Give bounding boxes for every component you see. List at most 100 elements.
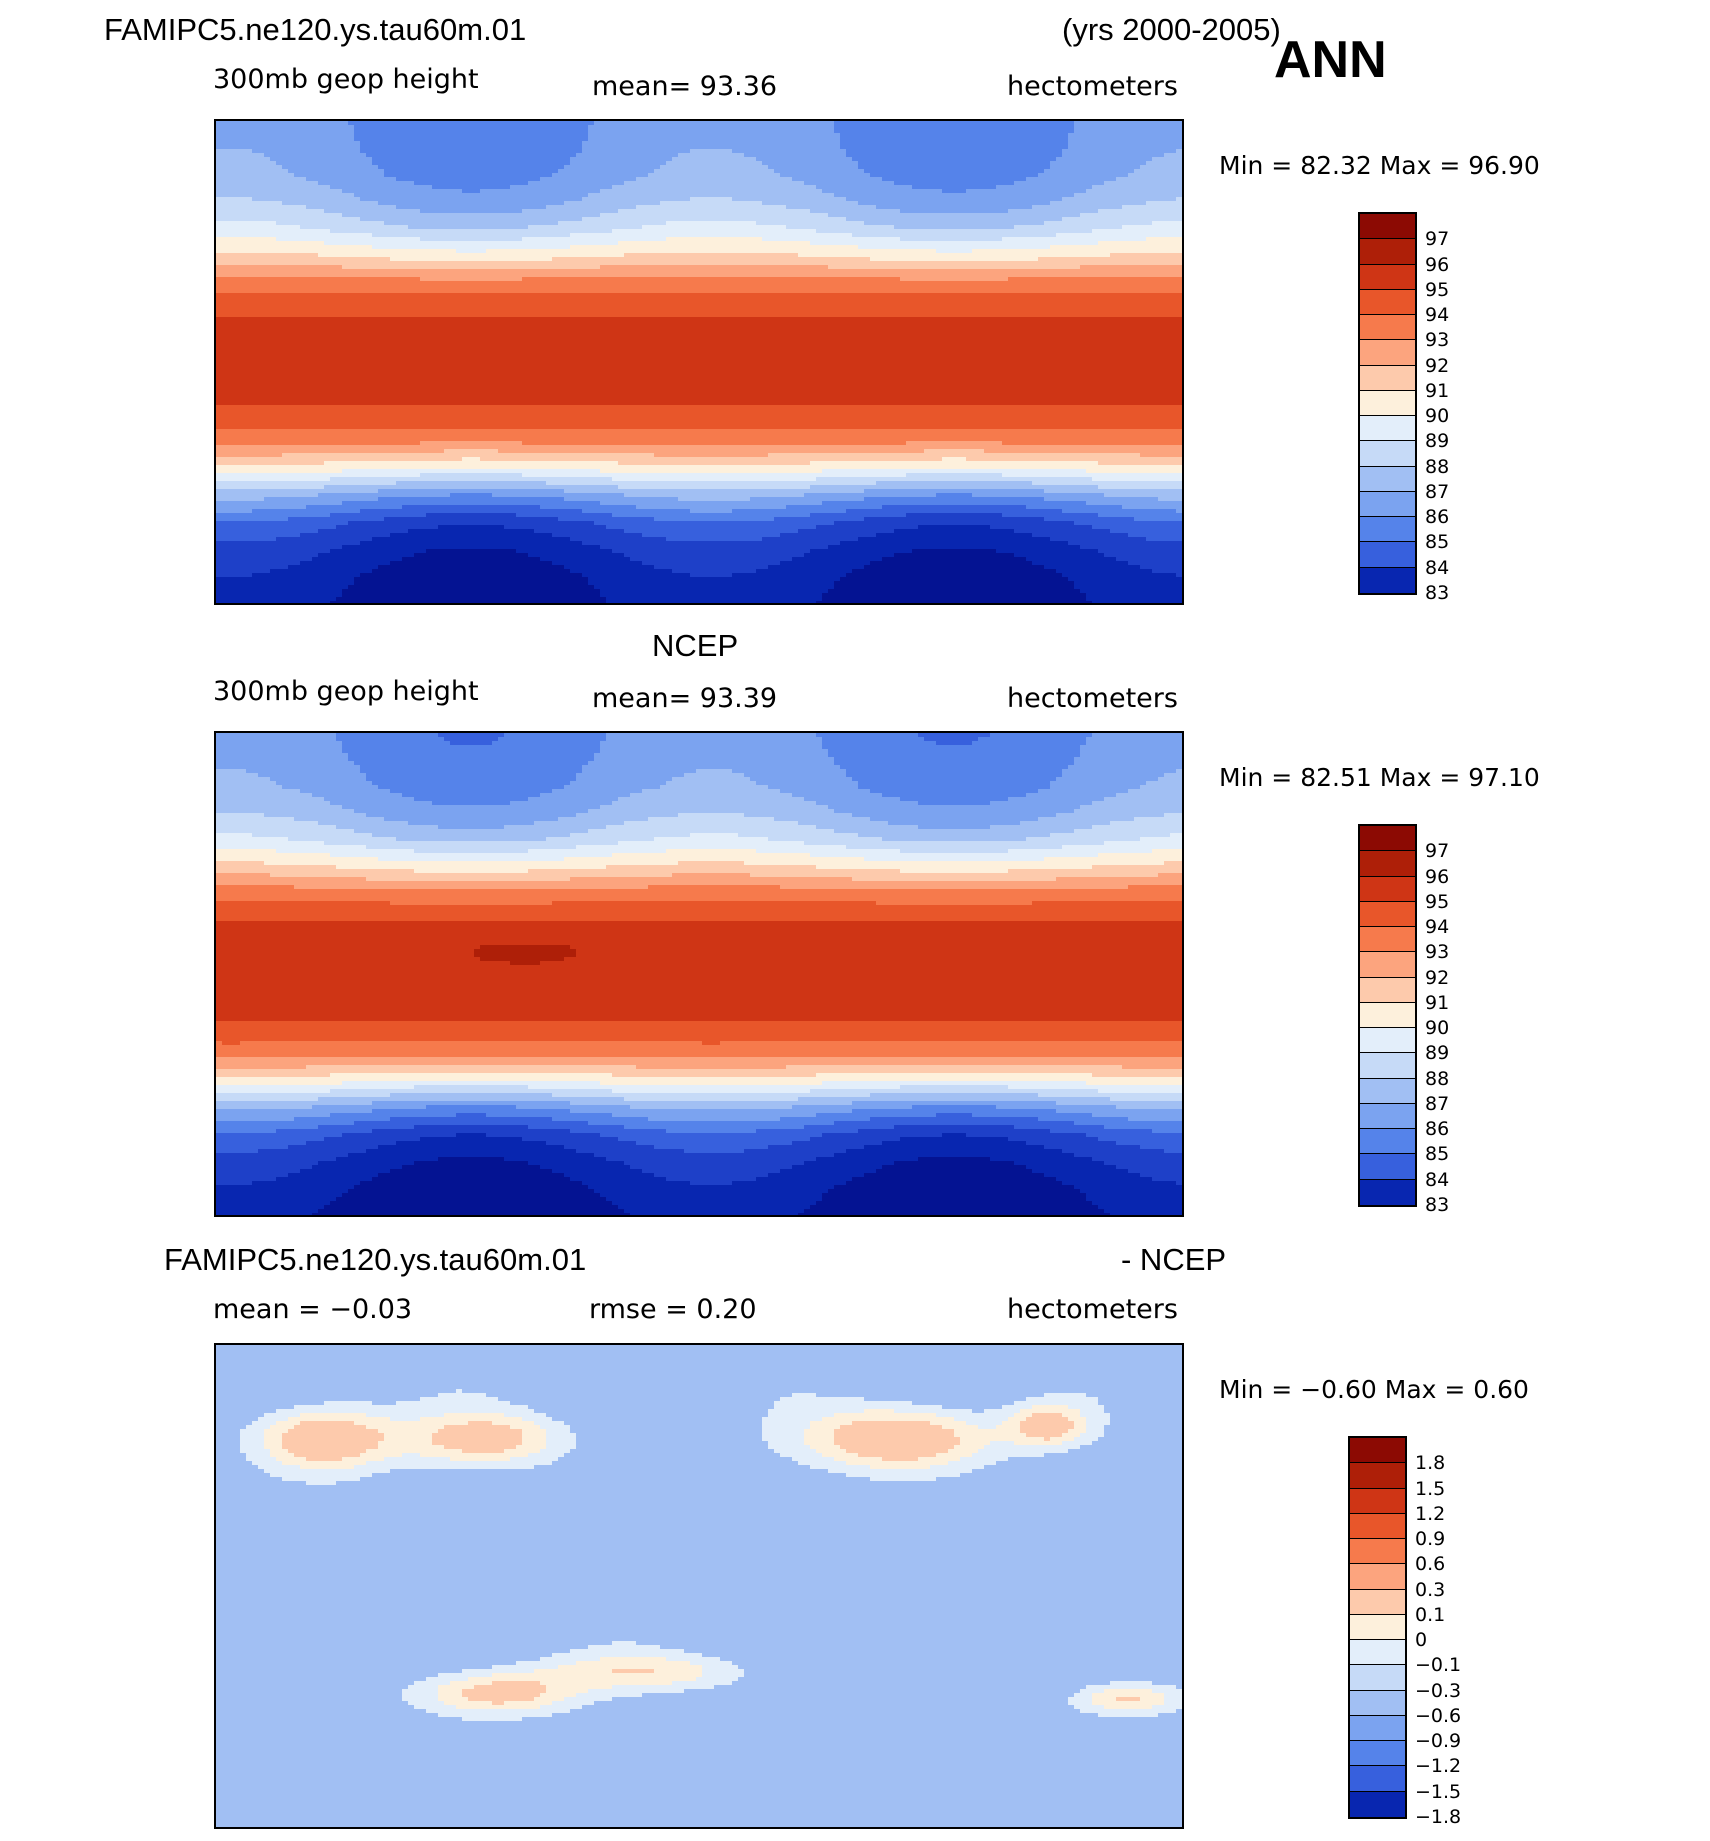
colorbar-tick-label: 0.1 [1415,1605,1445,1625]
colorbar-tick-label: 89 [1425,1043,1449,1063]
colorbar-tick-label: 1.8 [1415,1453,1445,1473]
panel3-minmax: Min = −0.60 Max = 0.60 [1219,1375,1529,1404]
colorbar-swatch [1350,1741,1405,1766]
colorbar-swatch [1360,1053,1415,1078]
panel3-mean-label: mean = −0.03 [213,1294,412,1325]
colorbar-swatch [1350,1463,1405,1488]
years-label: (yrs 2000-2005) [1062,12,1281,48]
colorbar-tick-label: 96 [1425,867,1449,887]
colorbar-swatch [1350,1514,1405,1539]
colorbar-tick-label: 88 [1425,1069,1449,1089]
colorbar-swatch [1360,1104,1415,1129]
panel1-minmax: Min = 82.32 Max = 96.90 [1219,151,1540,180]
panel2-mean-label: mean= 93.39 [592,683,777,714]
panel3-units-label: hectometers [1007,1294,1178,1325]
colorbar-swatch [1350,1716,1405,1741]
colorbar-tick-label: 94 [1425,305,1449,325]
colorbar-tick-label: 87 [1425,482,1449,502]
colorbar-tick-label: 86 [1425,1119,1449,1139]
colorbar-tick-label: 91 [1425,381,1449,401]
colorbar-swatch [1360,927,1415,952]
colorbar-swatch [1360,239,1415,264]
colorbar-swatch [1350,1564,1405,1589]
colorbar-swatch [1350,1438,1405,1463]
colorbar-swatch [1360,952,1415,977]
panel3-rmse-label: rmse = 0.20 [589,1294,757,1325]
colorbar-tick-label: 83 [1425,583,1449,603]
colorbar-tick-label: −0.1 [1415,1655,1461,1675]
colorbar-tick-label: 95 [1425,892,1449,912]
colorbar-tick-label: 0.6 [1415,1554,1445,1574]
colorbar-tick-label: 84 [1425,1170,1449,1190]
colorbar-tick-label: −0.3 [1415,1681,1461,1701]
colorbar-tick-label: 91 [1425,993,1449,1013]
colorbar-swatch [1360,315,1415,340]
colorbar-tick-label: 90 [1425,1018,1449,1038]
colorbar-tick-label: −0.6 [1415,1706,1461,1726]
colorbar-tick-label: 90 [1425,406,1449,426]
panel3-colorbar [1348,1436,1407,1819]
colorbar-tick-label: 83 [1425,1195,1449,1215]
colorbar-swatch [1360,391,1415,416]
colorbar-tick-label: 94 [1425,917,1449,937]
panel3-title-right: - NCEP [1121,1242,1226,1278]
colorbar-tick-label: 92 [1425,356,1449,376]
colorbar-tick-label: 86 [1425,507,1449,527]
panel2-title: NCEP [652,628,738,664]
colorbar-tick-label: 89 [1425,431,1449,451]
panel1-colorbar [1358,212,1417,595]
colorbar-swatch [1360,902,1415,927]
colorbar-swatch [1360,1129,1415,1154]
colorbar-tick-label: 84 [1425,558,1449,578]
colorbar-tick-label: 88 [1425,457,1449,477]
panel2-units-label: hectometers [1007,683,1178,714]
colorbar-tick-label: −1.8 [1415,1807,1461,1827]
panel3-map [214,1343,1184,1829]
colorbar-swatch [1360,542,1415,567]
colorbar-tick-label: 85 [1425,1144,1449,1164]
panel2-map [214,731,1184,1217]
colorbar-swatch [1350,1615,1405,1640]
colorbar-swatch [1350,1539,1405,1564]
colorbar-tick-label: 0.3 [1415,1580,1445,1600]
colorbar-swatch [1350,1691,1405,1716]
colorbar-swatch [1350,1792,1405,1817]
colorbar-swatch [1360,1079,1415,1104]
colorbar-swatch [1360,214,1415,239]
colorbar-tick-label: 96 [1425,255,1449,275]
colorbar-swatch [1360,467,1415,492]
colorbar-tick-label: 97 [1425,841,1449,861]
colorbar-tick-label: −0.9 [1415,1731,1461,1751]
colorbar-swatch [1360,568,1415,593]
colorbar-swatch [1360,826,1415,851]
colorbar-tick-label: −1.2 [1415,1756,1461,1776]
colorbar-tick-label: 95 [1425,280,1449,300]
colorbar-swatch [1360,1028,1415,1053]
colorbar-swatch [1360,366,1415,391]
panel1-map [214,119,1184,605]
colorbar-swatch [1360,492,1415,517]
colorbar-tick-label: 1.2 [1415,1504,1445,1524]
colorbar-swatch [1350,1590,1405,1615]
colorbar-tick-label: 85 [1425,532,1449,552]
season-label: ANN [1274,30,1387,90]
panel2-contour-field [216,733,1182,1215]
colorbar-swatch [1350,1489,1405,1514]
panel3-title-left: FAMIPC5.ne120.ys.tau60m.01 [164,1242,586,1278]
colorbar-swatch [1360,416,1415,441]
colorbar-swatch [1360,1154,1415,1179]
panel1-mean-label: mean= 93.36 [592,71,777,102]
colorbar-tick-label: 1.5 [1415,1479,1445,1499]
panel1-variable-label: 300mb geop height [213,64,479,95]
colorbar-tick-label: 87 [1425,1094,1449,1114]
colorbar-swatch [1350,1640,1405,1665]
colorbar-tick-label: 92 [1425,968,1449,988]
colorbar-tick-label: −1.5 [1415,1782,1461,1802]
colorbar-tick-label: 93 [1425,942,1449,962]
colorbar-swatch [1360,340,1415,365]
colorbar-swatch [1360,441,1415,466]
case-name-title: FAMIPC5.ne120.ys.tau60m.01 [104,12,526,48]
colorbar-swatch [1350,1665,1405,1690]
panel3-contour-field [216,1345,1182,1827]
panel2-minmax: Min = 82.51 Max = 97.10 [1219,763,1540,792]
